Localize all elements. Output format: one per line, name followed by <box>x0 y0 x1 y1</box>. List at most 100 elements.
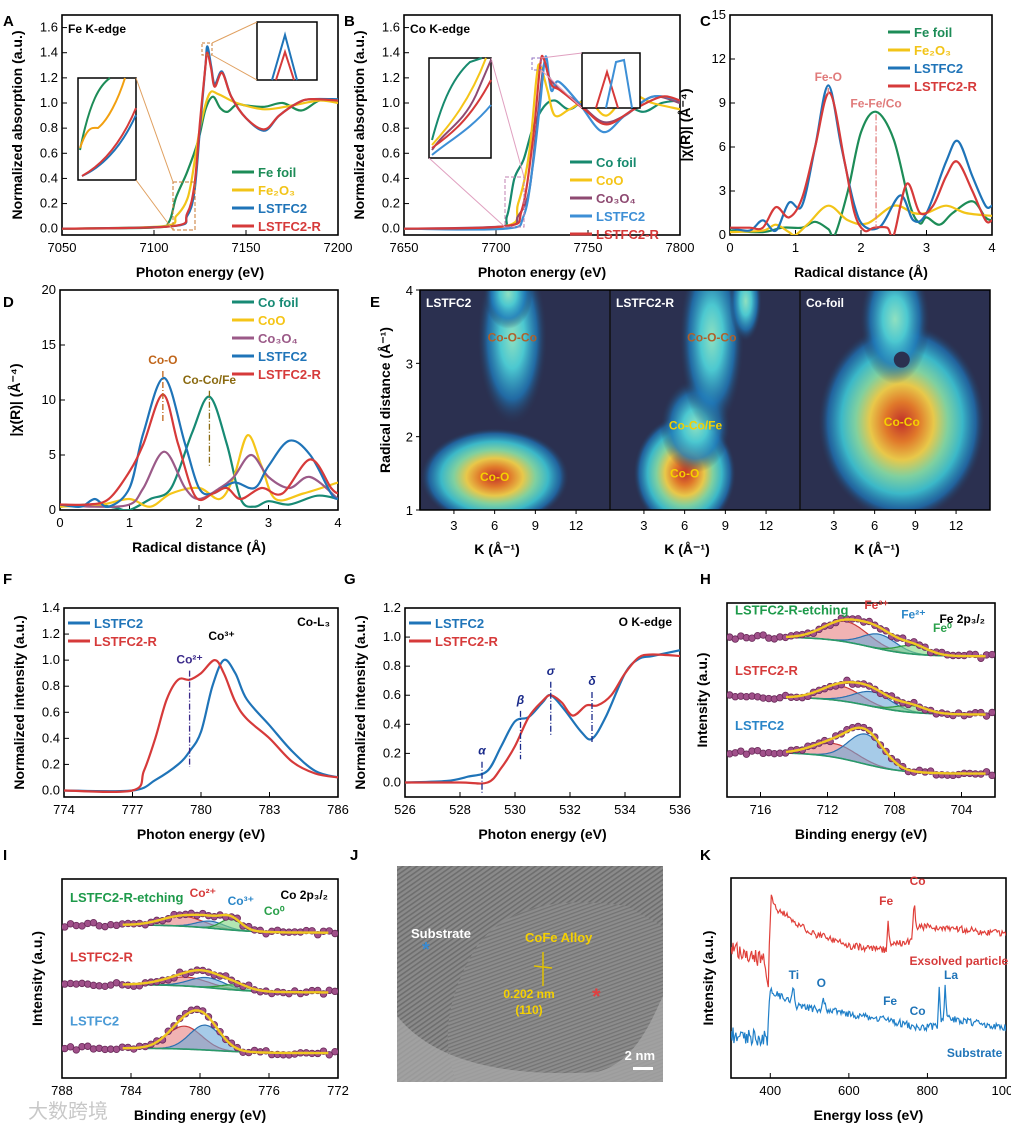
series-group <box>404 54 680 231</box>
data-point <box>331 987 338 996</box>
chart-k: 400 600 800 1000 Energy loss (eV) Intensity (… <box>700 874 1011 1123</box>
x-tick-label: 780 <box>190 802 212 817</box>
annotation-label: Substrate <box>947 1046 1003 1060</box>
y-tick-label: 0.4 <box>40 170 58 185</box>
zoom-connector <box>428 157 506 228</box>
heatmap-annotation: Co-Co/Fe <box>669 419 723 433</box>
series-group <box>730 84 992 235</box>
y-tick-label: 0.4 <box>382 170 400 185</box>
x-tick-label: 0 <box>726 240 733 255</box>
spectra <box>62 909 338 1059</box>
series-line-substrate <box>731 984 1006 1048</box>
x-tick-label: 3 <box>265 515 272 530</box>
data-point <box>988 771 995 780</box>
x-axis-label: Photon energy (eV) <box>136 264 264 280</box>
legend-label: LSTFC2 <box>94 616 143 631</box>
tem-amorphous-region <box>397 996 663 1082</box>
x-tick-label: 9 <box>912 518 919 533</box>
legend-label: LSTFC2 <box>258 349 307 364</box>
heatmap-annotation: Co-Co <box>884 415 920 429</box>
y-tick-label: 12 <box>712 51 726 66</box>
series-group <box>405 649 680 785</box>
blue-star-marker: * <box>422 939 430 961</box>
x-axis-label: K (Å⁻¹) <box>664 541 710 557</box>
series-line-lstfc2-r <box>404 54 680 230</box>
x-tick-label: 1 <box>126 515 133 530</box>
y-tick-label: 0.0 <box>42 782 60 797</box>
data-point <box>331 1047 338 1056</box>
inset-curve <box>79 77 111 151</box>
panel-letter-j: J <box>350 847 358 864</box>
x-tick-label: 536 <box>669 802 691 817</box>
heatmap-panel-label: Co-foil <box>806 296 844 310</box>
panel-letter-a: A <box>3 13 14 30</box>
x-axis-label: K (Å⁻¹) <box>854 541 900 557</box>
x-tick-label: 783 <box>259 802 281 817</box>
series-group <box>731 894 1006 1048</box>
inset-curve <box>595 68 619 109</box>
y-tick-label: 0 <box>49 502 56 517</box>
x-axis-label: Binding energy (eV) <box>795 826 927 842</box>
red-star-marker: * <box>592 984 601 1009</box>
zoom-connector <box>211 54 258 81</box>
envelope-fit <box>786 681 986 716</box>
x-tick-label: 526 <box>394 802 416 817</box>
heatmap-hole <box>893 351 910 368</box>
heatmap-blob-cool <box>483 290 533 329</box>
x-tick-label: 774 <box>53 802 75 817</box>
y-tick-label: 9 <box>719 95 726 110</box>
legend-label: LSTFC2-R <box>94 634 157 649</box>
y-tick-label: 15 <box>42 337 56 352</box>
inset-box <box>256 21 318 81</box>
data-point <box>737 747 745 755</box>
series-line-lstfc2 <box>405 649 680 784</box>
y-tick-label: 0 <box>719 227 726 242</box>
series-line-co-o- <box>60 450 338 508</box>
chart-h: 716 712 708 704 Binding energy (eV) Intensity… <box>694 598 996 842</box>
legend-label: LSTFC2-R <box>596 227 659 242</box>
panel-letter-e: E <box>370 294 380 311</box>
panel-letter-d: D <box>3 294 14 311</box>
y-tick-label: 0.6 <box>383 687 401 702</box>
plot-frame <box>403 14 681 236</box>
panel-title: Co 2p₃/₂ <box>280 888 328 902</box>
lattice-marker <box>533 965 553 969</box>
x-axis-label: Radical distance (Å) <box>794 264 928 280</box>
plot-frame <box>404 607 681 798</box>
series-line-lstfc2-r <box>405 653 680 785</box>
spectrum-label: LSTFC2-R <box>70 950 133 965</box>
series-line-lstfc2-r <box>62 51 338 230</box>
x-axis-label: Photon energy (eV) <box>478 826 606 842</box>
heatmap-annotation: Co-O <box>480 470 509 484</box>
x-tick-label: 2 <box>857 240 864 255</box>
annotation-label: Fe-O <box>815 70 842 84</box>
annotation-label: Exsolved particle <box>909 954 1008 968</box>
annotation-label: O <box>817 976 826 990</box>
envelope-fit <box>122 913 329 934</box>
x-tick-label: 3 <box>450 518 457 533</box>
scale-bar <box>633 1067 653 1070</box>
plane-label: (110) <box>515 1003 542 1017</box>
zoom-connector <box>135 77 174 183</box>
data-point <box>72 1046 80 1054</box>
legend-label: LSTFC2-R <box>435 634 498 649</box>
chart-i: 788 784 780 776 772 Binding energy (eV) Intens… <box>29 878 349 1123</box>
legend-label: Fe₂O₃ <box>258 183 295 198</box>
x-tick-label: 6 <box>491 518 498 533</box>
chart-b: 7650 7700 7750 7800 0.0 0.2 0.4 0.6 0.8 1.0 1.2 1.4… <box>351 14 694 280</box>
data-point <box>331 929 338 938</box>
component-label: Co⁰ <box>264 904 285 918</box>
heatmap-panel-co-foil: Co-foil Co-Co 3 6 9 12 K (Å⁻¹) <box>799 290 990 557</box>
x-tick-label: 7150 <box>232 240 261 255</box>
heatmap-blob-cool <box>477 290 548 426</box>
panel-letters: A B C D E F G H I J K <box>3 13 711 864</box>
data-point <box>89 918 98 927</box>
data-point <box>988 708 995 717</box>
inset-curve <box>431 104 492 156</box>
y-tick-label: 0.2 <box>383 745 401 760</box>
series-line-exsolved-particle <box>731 894 1006 988</box>
inset-box <box>77 77 137 181</box>
series-line-co-foil <box>60 395 338 510</box>
panel-letter-h: H <box>700 571 711 588</box>
